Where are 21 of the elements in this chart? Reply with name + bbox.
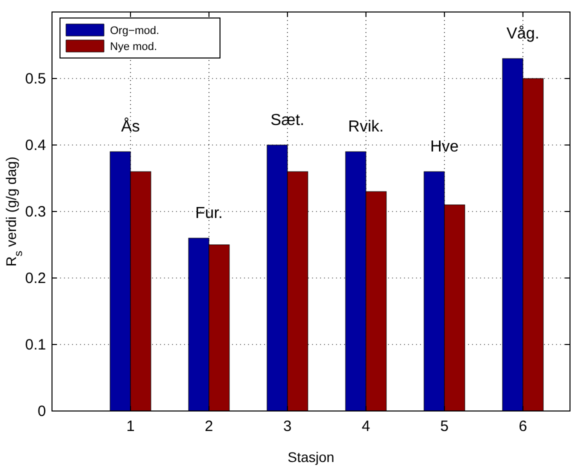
- legend-label: Nye mod.: [110, 41, 158, 53]
- y-tick-label: 0.4: [25, 137, 46, 154]
- x-tick-label: 6: [518, 418, 528, 435]
- annotation: Fur.: [195, 205, 223, 222]
- annotation: Rvik.: [348, 118, 384, 136]
- y-tick-label: 0.3: [25, 204, 46, 220]
- annotation: Våg.: [506, 26, 540, 43]
- annotation: Ås: [121, 118, 140, 136]
- annotation: Hve: [430, 138, 459, 156]
- y-tick-label: 0.1: [25, 336, 46, 354]
- legend-label: Org−mod.: [110, 25, 160, 37]
- annotation: Sæt.: [270, 112, 304, 129]
- y-tick-label: 0: [38, 403, 46, 420]
- x-tick-label: 5: [440, 418, 449, 435]
- y-tick-label: 0.2: [25, 270, 46, 287]
- y-tick-label: 0.5: [25, 70, 46, 88]
- x-tick-label: 3: [283, 418, 292, 435]
- x-tick-label: 2: [204, 418, 214, 435]
- x-tick-label: 4: [362, 418, 370, 435]
- x-axis-title: Stasjon: [288, 449, 334, 465]
- x-tick-label: 1: [126, 418, 135, 435]
